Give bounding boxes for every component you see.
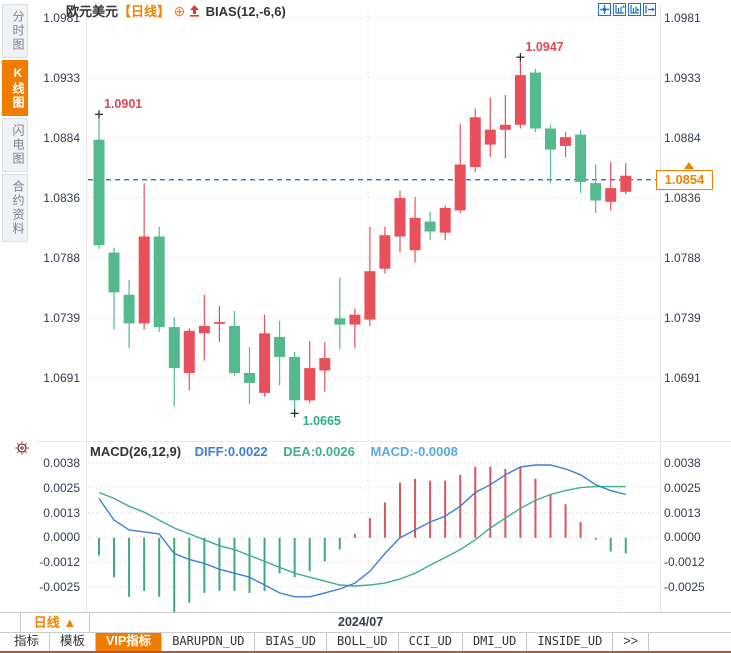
indicator-tab->>[interactable]: >>	[613, 633, 649, 651]
price-tick-left: 1.0691	[43, 371, 80, 385]
price-annotation: 1.0947	[525, 40, 564, 55]
macd-diff-value: DIFF:0.0022	[194, 444, 268, 459]
macd-tick-left: 0.0038	[43, 456, 80, 470]
price-annotation: 1.0901	[104, 97, 143, 112]
macd-tick-right: 0.0000	[664, 530, 701, 545]
chart-header: 欧元美元【日线】 ⊕ BIAS(12,-6,6)	[66, 1, 286, 20]
price-tick-right: 1.0836	[664, 191, 701, 205]
price-annotation: 1.0665	[302, 414, 341, 429]
current-price-tag: 1.0854	[656, 170, 713, 191]
collapse-right-icon[interactable]	[643, 3, 656, 16]
indicator-settings-icon[interactable]	[15, 441, 29, 460]
add-indicator-icon[interactable]: ⊕	[173, 3, 186, 19]
price-tick-right: 1.0788	[664, 251, 701, 265]
sidebar-tab-合约资料[interactable]: 合约资料	[2, 174, 28, 242]
price-marker-triangle	[684, 161, 694, 169]
macd-tick-left: 0.0025	[43, 480, 80, 495]
indicator-tab-BOLL_UD[interactable]: BOLL_UD	[327, 633, 399, 651]
axis-zoom-up-icon[interactable]	[613, 3, 626, 16]
indicator-tab-模板[interactable]: 模板	[50, 633, 97, 651]
sidebar-tab-分时图[interactable]: 分时图	[2, 4, 28, 58]
price-tick-left: 1.0788	[43, 251, 80, 265]
macd-tick-right: -0.0025	[664, 580, 705, 594]
indicator-tab-指标[interactable]: 指标	[4, 633, 51, 651]
price-tick-left: 1.0739	[43, 311, 80, 325]
indicator-tab-BIAS_UD[interactable]: BIAS_UD	[255, 633, 328, 651]
symbol-name: 欧元美元	[66, 4, 119, 19]
price-tick-right: 1.0933	[664, 71, 701, 85]
price-tick-right: 1.0691	[664, 371, 701, 385]
indicator-tab-VIP指标[interactable]: VIP指标	[96, 633, 163, 651]
indicator-tab-BARUPDN_UD[interactable]: BARUPDN_UD	[162, 633, 256, 651]
macd-tick-left: 0.0013	[43, 505, 80, 520]
indicator-tab-INSIDE_UD[interactable]: INSIDE_UD	[527, 633, 614, 651]
indicator-tab-DMI_UD[interactable]: DMI_UD	[463, 633, 528, 651]
x-axis-row: 日线 ▲ 2024/07	[0, 612, 731, 633]
price-tick-left: 1.0884	[43, 131, 80, 145]
price-tick-left: 1.0981	[43, 11, 80, 25]
macd-header: MACD(26,12,9) DIFF:0.0022 DEA:0.0026 MAC…	[90, 444, 458, 459]
macd-tick-right: -0.0012	[664, 555, 705, 570]
macd-params-label[interactable]: MACD(26,12,9)	[90, 444, 182, 459]
macd-tick-right: 0.0038	[664, 456, 701, 470]
indicator-label[interactable]: BIAS(12,-6,6)	[205, 4, 286, 19]
macd-tick-left: -0.0025	[39, 580, 80, 594]
macd-tick-right: 0.0025	[664, 480, 701, 495]
chart-toolbar	[598, 3, 656, 16]
macd-tick-left: -0.0012	[39, 555, 80, 570]
axis-zoom-right-icon[interactable]	[628, 3, 641, 16]
macd-tick-left: 0.0000	[43, 530, 80, 545]
macd-macd-value: MACD:-0.0008	[370, 444, 458, 459]
period-tag: 【日线】	[118, 4, 171, 19]
chart-type-sidebar: 分时图 K线图 闪电图 合约资料	[2, 4, 28, 244]
price-tick-left: 1.0836	[43, 191, 80, 205]
price-tick-left: 1.0933	[43, 71, 80, 85]
price-tick-right: 1.0739	[664, 311, 701, 325]
macd-tick-right: 0.0013	[664, 505, 701, 520]
period-dropdown-button[interactable]: 日线 ▲	[20, 612, 90, 633]
price-tick-right: 1.0884	[664, 131, 701, 145]
up-arrow-icon	[189, 5, 200, 20]
indicator-tab-CCI_UD[interactable]: CCI_UD	[399, 633, 463, 651]
pan-icon[interactable]	[598, 3, 611, 16]
price-tick-right: 1.0981	[664, 11, 701, 25]
macd-dea-value: DEA:0.0026	[283, 444, 355, 459]
x-axis-date-label: 2024/07	[338, 615, 384, 629]
sidebar-tab-闪电图[interactable]: 闪电图	[2, 118, 28, 172]
sidebar-tab-K线图[interactable]: K线图	[2, 60, 28, 116]
